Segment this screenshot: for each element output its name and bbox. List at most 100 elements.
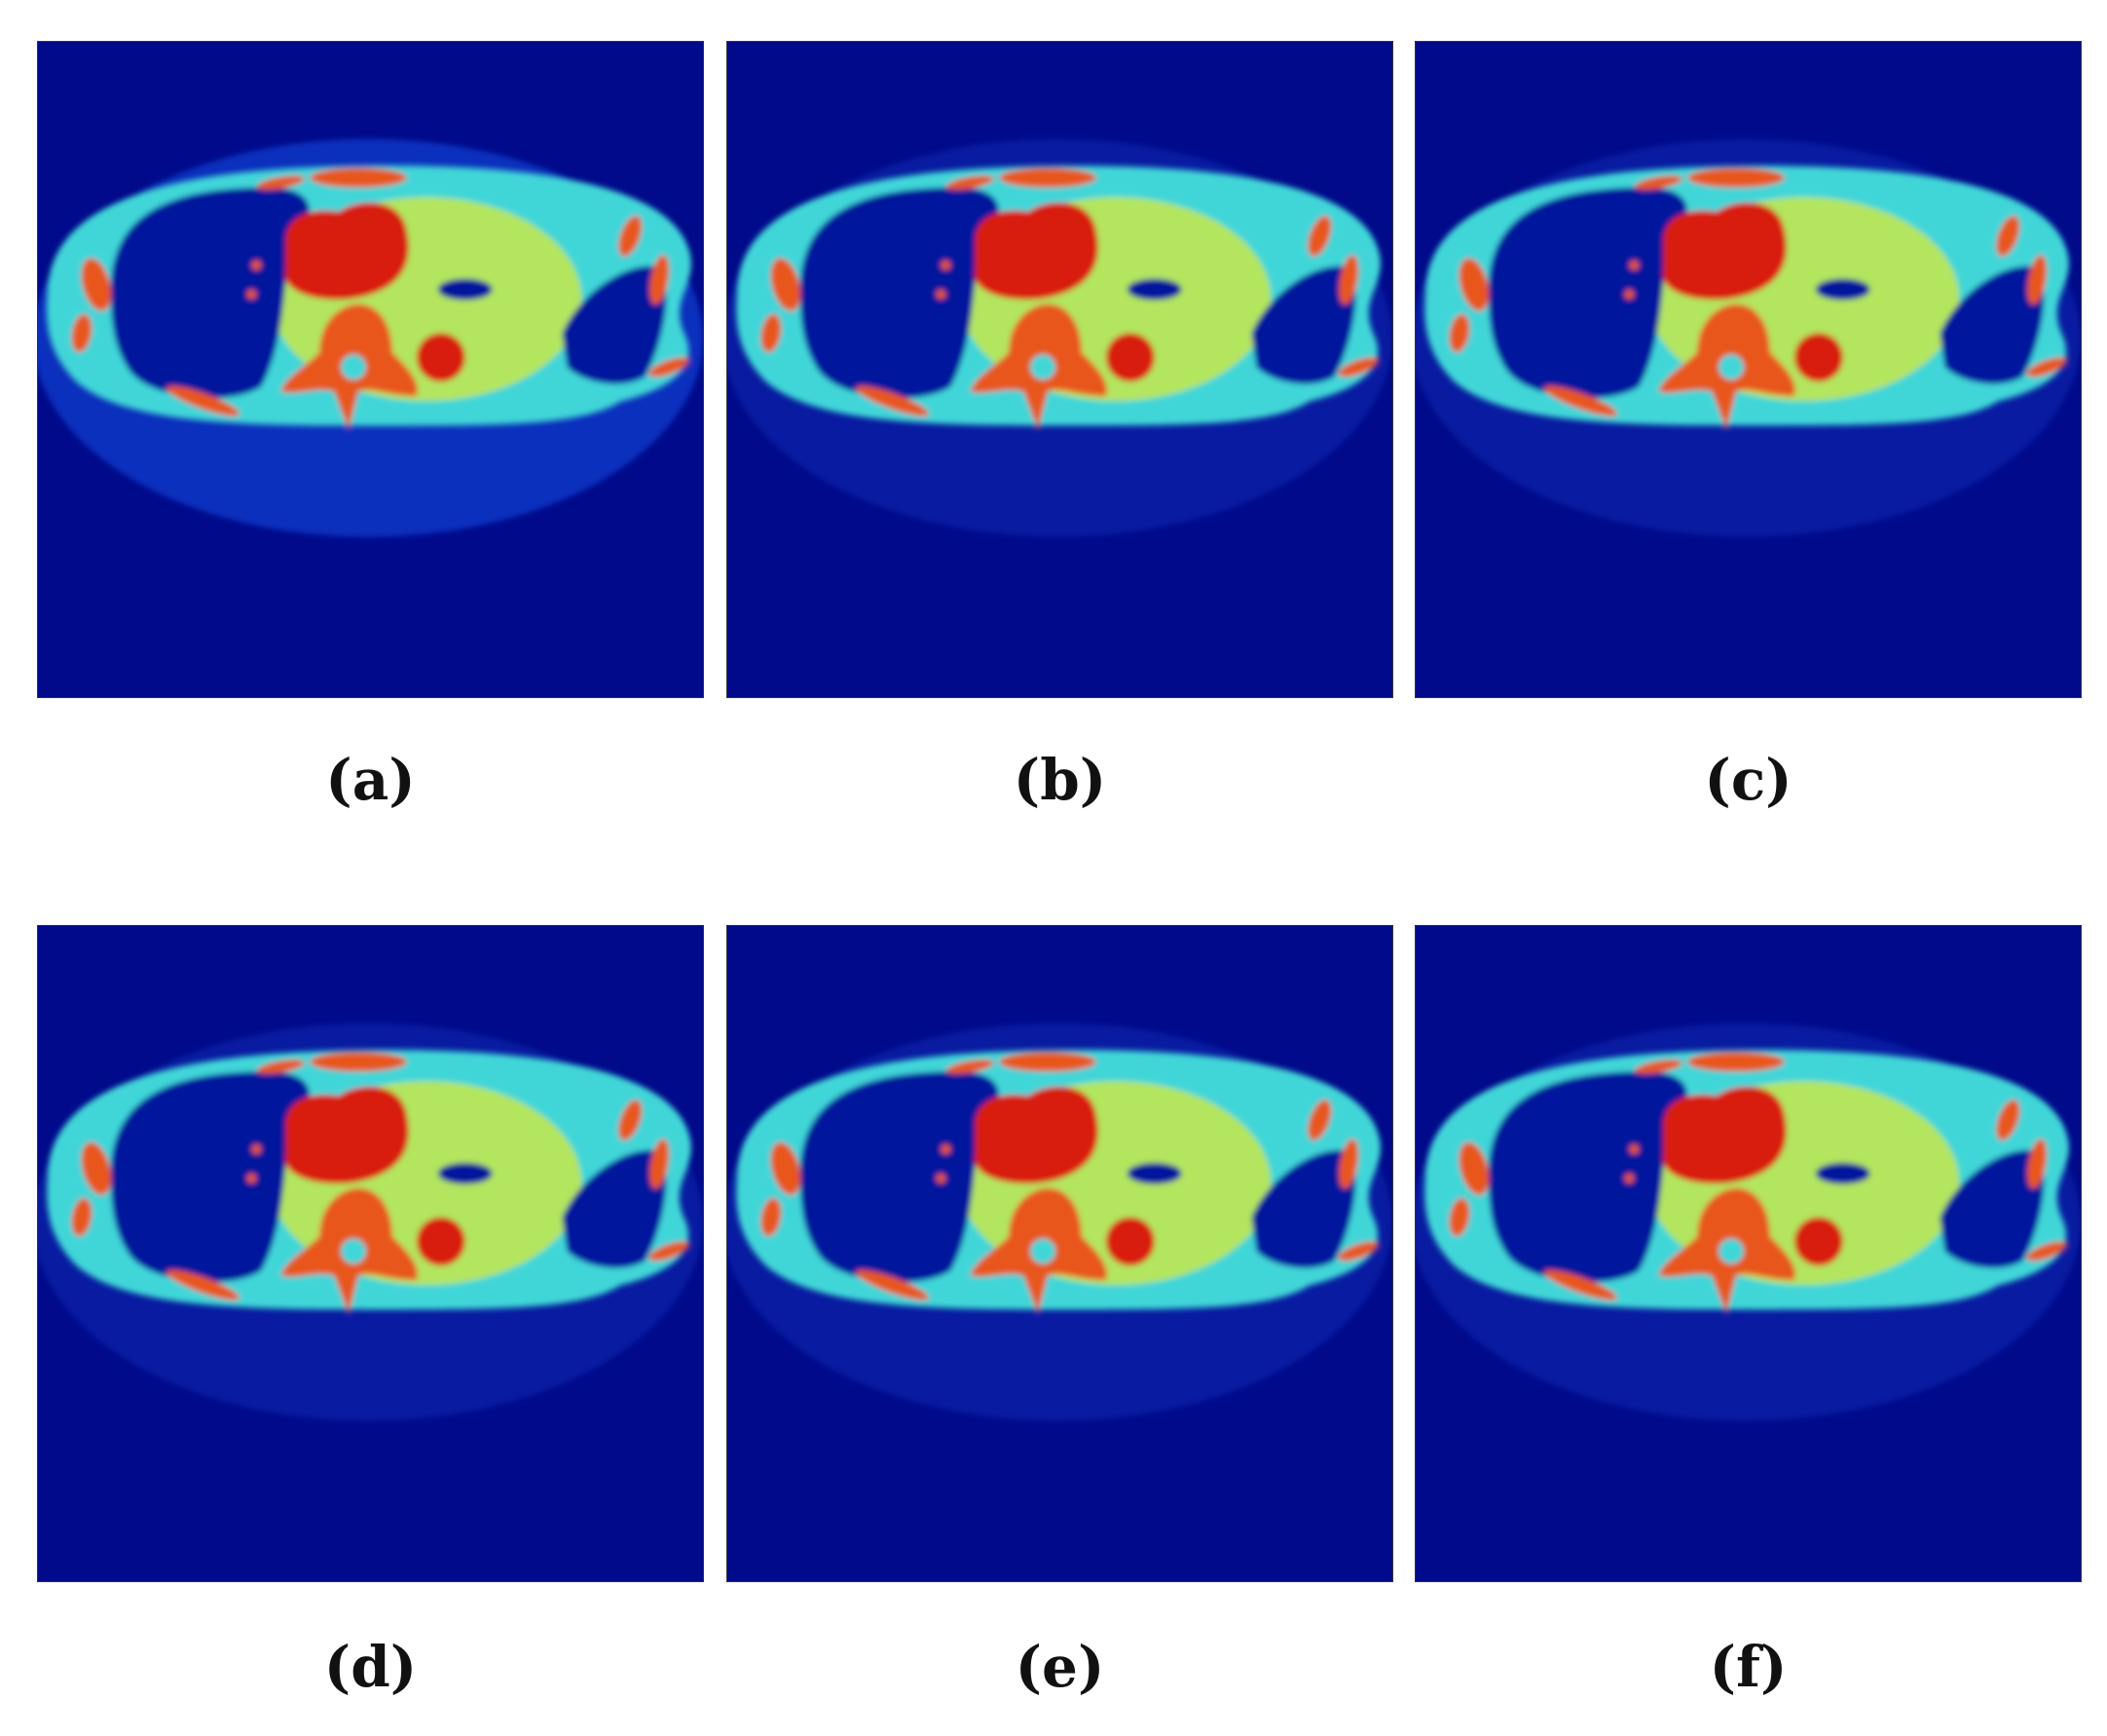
- ct-heatmap-f: [1416, 1022, 2081, 1422]
- rib: [1338, 357, 1379, 377]
- vessel: [941, 1144, 951, 1155]
- left-lung: [1940, 266, 2045, 385]
- rib: [71, 314, 92, 352]
- heart: [974, 1086, 1098, 1184]
- left-lung: [562, 266, 667, 385]
- rib: [945, 175, 994, 190]
- vessel: [936, 289, 946, 300]
- spinal-canal: [1719, 1238, 1745, 1264]
- ct-image-panel-a: [37, 41, 704, 698]
- caption-a: (a): [325, 747, 416, 813]
- vessel: [936, 1173, 946, 1184]
- heart: [1662, 202, 1787, 300]
- rib: [81, 258, 112, 312]
- rib: [1308, 1099, 1332, 1141]
- rib: [2026, 1241, 2067, 1261]
- rib: [2026, 357, 2067, 377]
- rib: [310, 1052, 407, 1072]
- caption-b: (b): [1013, 747, 1107, 813]
- caption-f: (f): [1709, 1634, 1788, 1700]
- vessel: [246, 289, 257, 300]
- ct-heatmap-c: [1416, 138, 2081, 537]
- rib: [945, 1059, 994, 1074]
- spinal-canal: [341, 1238, 367, 1264]
- airway: [1127, 278, 1182, 301]
- rib: [71, 1198, 92, 1237]
- left-lung: [562, 1150, 667, 1269]
- rib: [2027, 1138, 2048, 1189]
- aorta: [1105, 333, 1155, 382]
- ct-slice: [38, 138, 703, 537]
- aorta: [1105, 1217, 1155, 1266]
- heart: [284, 202, 409, 300]
- spinal-canal: [341, 354, 367, 380]
- spinal-canal: [1719, 354, 1745, 380]
- aorta: [1793, 333, 1843, 382]
- rib: [770, 258, 801, 312]
- rib: [1687, 1052, 1785, 1072]
- airway: [1815, 278, 1870, 301]
- aorta: [416, 1217, 465, 1266]
- airway: [437, 278, 493, 301]
- aorta: [416, 333, 465, 382]
- ct-image-panel-d: [37, 925, 704, 1582]
- rib: [256, 175, 305, 190]
- rib: [1996, 1099, 2020, 1141]
- rib: [760, 314, 782, 352]
- rib: [2027, 254, 2048, 305]
- ct-slice: [727, 138, 1392, 537]
- right-lung: [799, 1071, 999, 1282]
- airway: [437, 1163, 493, 1185]
- right-lung: [110, 187, 310, 398]
- vessel: [941, 260, 951, 271]
- vessel: [1624, 289, 1635, 300]
- rib: [81, 1142, 112, 1196]
- ct-heatmap-d: [38, 1022, 703, 1422]
- ct-slice: [38, 1022, 703, 1422]
- rib: [649, 1138, 670, 1189]
- rib: [256, 1059, 305, 1074]
- rib: [648, 1241, 689, 1261]
- rib: [1459, 258, 1490, 312]
- rib: [166, 1270, 240, 1301]
- left-lung: [1251, 1150, 1356, 1269]
- spinal-canal: [1030, 1238, 1056, 1264]
- airway: [1127, 1163, 1182, 1185]
- rib: [1634, 1059, 1682, 1074]
- rib: [618, 1099, 643, 1141]
- ct-image-panel-e: [726, 925, 1393, 1582]
- caption-d: (d): [323, 1634, 418, 1700]
- rib: [1308, 215, 1332, 257]
- caption-c: (c): [1704, 747, 1793, 813]
- rib: [1339, 254, 1359, 305]
- rib: [1634, 175, 1682, 190]
- rib: [1339, 1138, 1359, 1189]
- vessel: [1629, 1144, 1640, 1155]
- caption-e: (e): [1015, 1634, 1105, 1700]
- left-lung: [1940, 1150, 2045, 1269]
- rib: [1449, 1198, 1470, 1237]
- rib: [618, 215, 643, 257]
- rib: [310, 167, 407, 188]
- ct-slice: [1416, 1022, 2081, 1422]
- rib: [649, 254, 670, 305]
- right-lung: [1488, 187, 1687, 398]
- rib: [760, 1198, 782, 1237]
- ct-heatmap-e: [727, 1022, 1392, 1422]
- rib: [648, 357, 689, 377]
- ct-slice: [1416, 138, 2081, 537]
- left-lung: [1251, 266, 1356, 385]
- right-lung: [110, 1071, 310, 1282]
- rib: [855, 1270, 930, 1301]
- rib: [770, 1142, 801, 1196]
- vessel: [1629, 260, 1640, 271]
- vessel: [251, 260, 262, 271]
- ct-heatmap-b: [727, 138, 1392, 537]
- ct-heatmap-a: [38, 138, 703, 537]
- vessel: [1624, 1173, 1635, 1184]
- heart: [974, 202, 1098, 300]
- rib: [999, 167, 1096, 188]
- rib: [1996, 215, 2020, 257]
- rib: [1543, 386, 1618, 417]
- ct-image-panel-f: [1415, 925, 2082, 1582]
